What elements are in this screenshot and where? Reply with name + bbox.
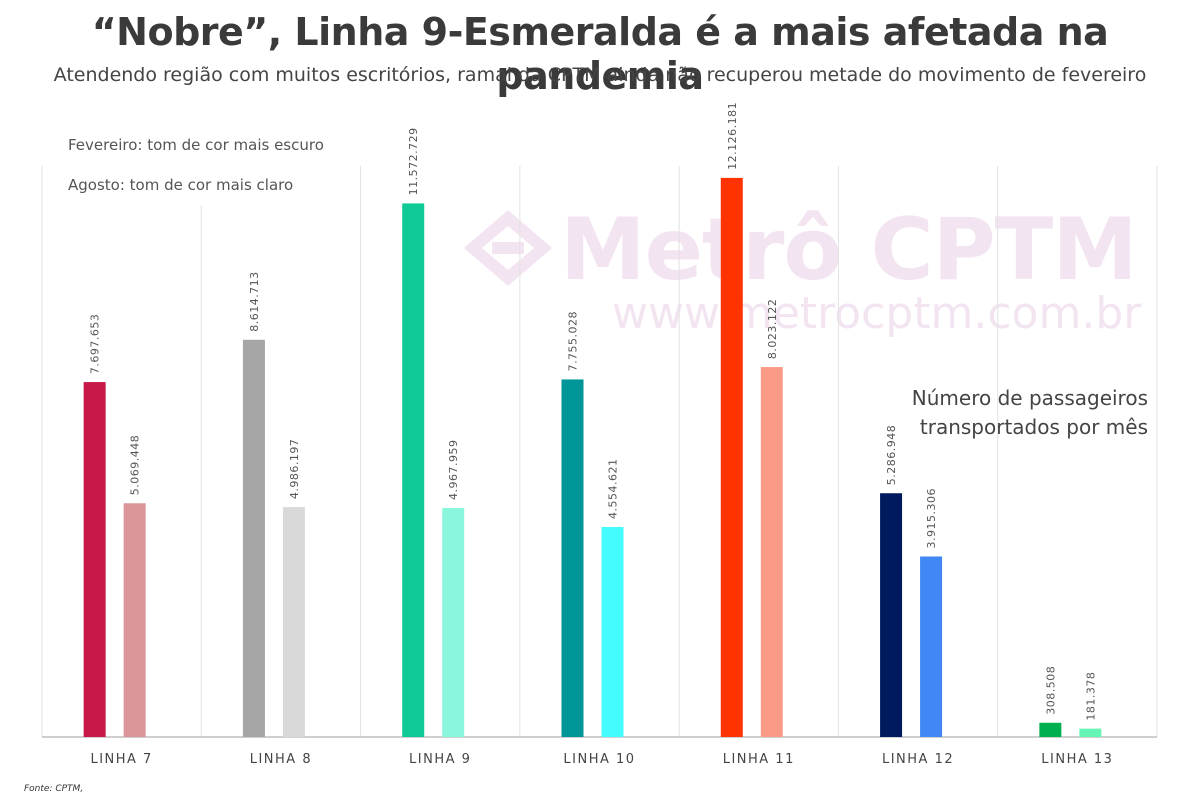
- x-tick-label: LINHA 13: [1041, 752, 1113, 767]
- bar-august: [123, 503, 146, 737]
- data-label-february: 8.614.713: [248, 271, 261, 331]
- data-label-august: 4.967.959: [447, 439, 460, 499]
- bar-august: [1079, 728, 1102, 737]
- data-label-february: 7.697.653: [89, 314, 102, 374]
- watermark-url: www.metrocptm.com.br: [612, 288, 1142, 339]
- data-label-february: 308.508: [1044, 666, 1057, 715]
- bar-august: [760, 367, 783, 737]
- data-label-august: 8.023.122: [766, 299, 779, 359]
- cptm-logo-watermark-icon: [462, 208, 554, 292]
- x-tick-label: LINHA 9: [409, 752, 471, 767]
- bar-february: [1039, 722, 1062, 737]
- bar-february: [880, 493, 903, 737]
- bar-february: [242, 339, 265, 737]
- bar-august: [442, 507, 465, 737]
- x-tick-label: LINHA 7: [90, 752, 152, 767]
- data-label-august: 5.069.448: [129, 435, 142, 495]
- x-tick-label: LINHA 11: [723, 752, 795, 767]
- legend-february: Fevereiro: tom de cor mais escuro: [68, 136, 324, 154]
- data-label-august: 181.378: [1084, 672, 1097, 721]
- chart-note: Número de passageiros transportados por …: [912, 384, 1148, 442]
- x-tick-label: LINHA 12: [882, 752, 954, 767]
- watermark-brand: Metrô CPTM: [560, 200, 1138, 300]
- bar-february: [83, 382, 106, 737]
- data-label-february: 12.126.181: [726, 102, 739, 170]
- data-label-august: 4.986.197: [288, 439, 301, 499]
- x-tick-label: LINHA 8: [250, 752, 312, 767]
- chart-title: “Nobre”, Linha 9-Esmeralda é a mais afet…: [91, 10, 1109, 98]
- chart-note-line1: Número de passageiros: [911, 386, 1148, 410]
- bar-august: [920, 556, 943, 737]
- bar-february: [720, 177, 743, 737]
- data-label-february: 5.286.948: [885, 425, 898, 485]
- chart-note-line2: transportados por mês: [919, 415, 1148, 439]
- bar-august: [282, 507, 305, 737]
- data-label-august: 3.915.306: [925, 488, 938, 548]
- bar-february: [402, 203, 425, 737]
- x-tick-label: LINHA 10: [563, 752, 635, 767]
- data-label-february: 11.572.729: [407, 127, 420, 195]
- source-note: Fonte: CPTM,: [24, 784, 84, 794]
- legend-august: Agosto: tom de cor mais claro: [68, 176, 294, 194]
- chart-subtitle: Atendendo região com muitos escritórios,…: [53, 64, 1147, 86]
- data-label-february: 7.755.028: [567, 311, 580, 371]
- data-label-august: 4.554.621: [607, 459, 620, 519]
- bar-february: [561, 379, 584, 737]
- bar-august: [601, 526, 624, 737]
